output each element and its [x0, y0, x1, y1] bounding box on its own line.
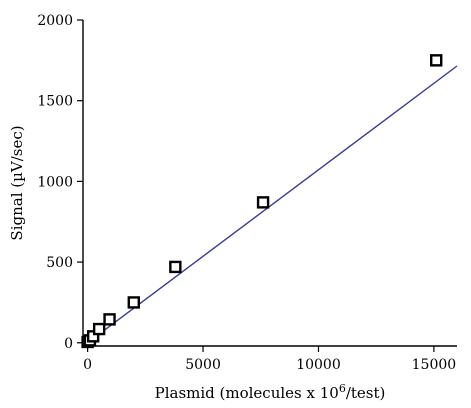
fit-line — [87, 65, 458, 344]
x-tick-label: 0 — [83, 357, 92, 373]
x-axis-label-main: Plasmid (molecules x 10 — [155, 384, 339, 402]
ticks-layer: 0 5000 10000 15000 0 500 1000 1500 2000 — [37, 13, 456, 373]
x-tick-label: 10000 — [296, 357, 341, 373]
x-axis-label-superscript: 6 — [339, 382, 346, 395]
y-axis-label: Signal (µV/sec) — [8, 125, 26, 240]
x-axis-label-tail: /test) — [346, 384, 386, 402]
x-axis-label: Plasmid (molecules x 106/test) — [155, 382, 386, 402]
points-layer — [81, 54, 443, 349]
y-tick-label: 500 — [46, 255, 73, 271]
data-point-marker — [103, 313, 116, 326]
data-point-marker — [430, 54, 443, 67]
data-point-marker — [92, 322, 106, 336]
y-tick-label: 2000 — [37, 13, 73, 29]
data-point-marker — [256, 196, 270, 209]
y-tick-label: 1500 — [37, 94, 73, 110]
data-point-marker — [169, 260, 182, 274]
y-tick-label: 0 — [64, 336, 73, 352]
y-tick-label: 1000 — [37, 174, 73, 190]
fit-layer — [87, 65, 458, 344]
data-point-marker — [127, 296, 140, 309]
x-tick-label: 15000 — [412, 357, 457, 373]
x-tick-label: 5000 — [185, 357, 221, 373]
